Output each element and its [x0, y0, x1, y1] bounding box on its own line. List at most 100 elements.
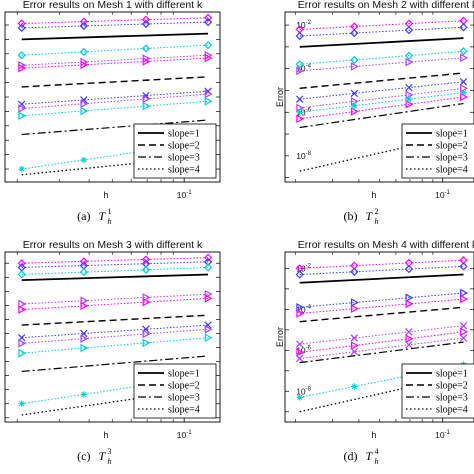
data-series [295, 262, 468, 279]
data-point-marker [204, 333, 213, 343]
series-line [299, 298, 464, 314]
data-point-marker [142, 297, 151, 307]
data-point-marker [79, 21, 88, 31]
data-series [18, 89, 213, 113]
data-point-marker [18, 299, 27, 309]
slope-reference-line [299, 72, 464, 89]
data-point-marker [80, 296, 89, 306]
data-point-marker [350, 107, 359, 116]
data-point-marker [142, 293, 151, 302]
legend-label: slope=2 [168, 141, 200, 152]
data-point-marker [296, 302, 305, 312]
data-point-marker [405, 334, 414, 344]
data-point-marker [204, 53, 213, 63]
data-series [17, 87, 212, 108]
x-tick-label: 10-1 [435, 430, 450, 440]
data-point-marker [141, 44, 151, 53]
data-point-marker [204, 289, 213, 299]
x-tick-label: 10-1 [177, 430, 192, 440]
data-point-marker [350, 62, 359, 71]
chart-title: Error results on Mesh 2 with different k [298, 0, 474, 11]
y-tick-label: 10-2 [296, 20, 311, 30]
caption-label: (b) [344, 209, 358, 223]
data-point-marker [459, 47, 468, 56]
data-point-marker [204, 294, 213, 303]
data-point-marker [295, 270, 304, 279]
data-point-marker [203, 17, 213, 27]
plot-area [295, 256, 469, 413]
data-point-marker [405, 57, 414, 67]
data-point-marker [18, 111, 27, 121]
caption-math: T [99, 449, 107, 463]
data-series [18, 97, 213, 121]
series-line [299, 26, 464, 37]
data-point-marker [459, 78, 468, 86]
y-tick-label: 10-4 [296, 64, 311, 74]
data-point-marker [204, 89, 213, 99]
data-series [295, 78, 468, 103]
caption-label: (d) [344, 449, 358, 463]
data-point-marker [350, 347, 359, 356]
x-tick-label: 10-1 [435, 190, 450, 200]
series-line [21, 100, 209, 117]
legend-label: slope=2 [168, 381, 200, 392]
series-line [299, 292, 464, 308]
data-point-marker [203, 263, 213, 272]
data-point-marker [17, 19, 26, 28]
panels: Error results on Mesh 1 with different k… [4, 0, 474, 466]
chart-title: Error results on Mesh 1 with different k [23, 0, 203, 11]
data-point-marker [296, 108, 303, 116]
legend-label: slope=1 [168, 129, 200, 140]
caption-label: (a) [77, 209, 90, 223]
legend-label: slope=1 [436, 369, 468, 380]
data-point-marker [460, 294, 469, 304]
data-point-marker [404, 26, 414, 35]
slope-reference-line [299, 37, 464, 48]
data-point-marker [350, 304, 359, 313]
data-series [296, 294, 469, 318]
x-tick-label: 10-1 [177, 190, 192, 200]
data-point-marker [204, 324, 213, 334]
data-point-marker [350, 55, 359, 65]
series-line [21, 297, 209, 311]
data-point-marker [80, 60, 89, 70]
series-line [21, 54, 209, 66]
data-point-marker [460, 288, 469, 298]
data-series [296, 53, 469, 76]
y-tick-label: 10-8 [296, 151, 311, 161]
data-point-marker [405, 99, 414, 109]
data-point-marker [17, 23, 26, 32]
data-point-marker [79, 17, 88, 26]
chart-panel-a: Error results on Mesh 1 with different k… [4, 0, 221, 226]
legend-label: slope=3 [168, 153, 200, 164]
data-point-marker [296, 309, 305, 318]
series-line [21, 257, 209, 264]
legend-label: slope=1 [436, 129, 468, 140]
slope-reference-line [21, 355, 209, 373]
data-point-marker [79, 267, 88, 277]
slope-reference-line [21, 32, 209, 41]
slope-reference-line [21, 119, 209, 136]
caption-math: T [366, 449, 374, 463]
data-point-marker [203, 13, 213, 22]
series-line [21, 21, 209, 29]
series-line [299, 325, 464, 345]
data-point-marker [18, 400, 26, 408]
caption-label: (c) [77, 449, 90, 463]
data-point-marker [203, 253, 213, 262]
series-line [21, 17, 209, 25]
data-point-marker [141, 15, 151, 24]
data-point-marker [80, 106, 89, 116]
data-point-marker [351, 102, 358, 110]
data-point-marker [404, 51, 414, 60]
data-point-marker [296, 114, 305, 124]
series-line [21, 324, 209, 339]
legend-label: slope=2 [436, 381, 468, 392]
data-point-marker [142, 94, 151, 104]
slope-reference-line [21, 76, 209, 88]
data-point-marker [79, 47, 88, 57]
data-point-marker [459, 262, 468, 271]
data-point-marker [18, 63, 27, 73]
